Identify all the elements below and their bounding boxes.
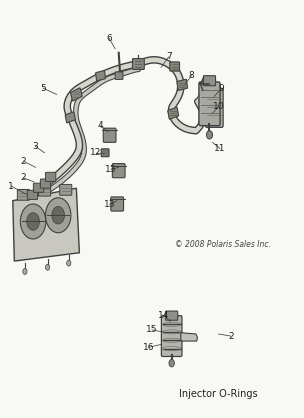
FancyBboxPatch shape <box>65 112 75 123</box>
Circle shape <box>23 269 27 274</box>
Text: 1: 1 <box>9 181 14 191</box>
FancyBboxPatch shape <box>33 183 44 192</box>
FancyBboxPatch shape <box>177 79 188 90</box>
Text: Injector O-Rings: Injector O-Rings <box>179 390 258 399</box>
Text: 14: 14 <box>158 311 170 320</box>
Polygon shape <box>13 188 79 261</box>
FancyBboxPatch shape <box>133 59 144 69</box>
FancyBboxPatch shape <box>206 89 223 127</box>
FancyBboxPatch shape <box>39 185 51 196</box>
Circle shape <box>67 260 71 266</box>
Text: 6: 6 <box>106 34 112 43</box>
Text: 16: 16 <box>143 343 155 352</box>
FancyBboxPatch shape <box>161 316 182 357</box>
Circle shape <box>27 213 40 230</box>
Text: 2: 2 <box>21 173 26 182</box>
Text: © 2008 Polaris Sales Inc.: © 2008 Polaris Sales Inc. <box>175 240 271 249</box>
FancyBboxPatch shape <box>96 71 105 81</box>
Text: 2: 2 <box>228 331 233 341</box>
FancyBboxPatch shape <box>60 184 72 195</box>
FancyBboxPatch shape <box>103 128 116 143</box>
FancyBboxPatch shape <box>203 76 216 86</box>
FancyBboxPatch shape <box>168 107 178 119</box>
FancyBboxPatch shape <box>170 62 180 71</box>
Circle shape <box>20 204 46 239</box>
FancyBboxPatch shape <box>17 189 29 200</box>
Text: 7: 7 <box>166 52 171 61</box>
FancyBboxPatch shape <box>166 311 178 320</box>
FancyBboxPatch shape <box>101 149 109 157</box>
FancyBboxPatch shape <box>115 72 123 79</box>
FancyBboxPatch shape <box>199 82 220 126</box>
Text: 4: 4 <box>98 121 103 130</box>
Text: 3: 3 <box>33 142 38 151</box>
Circle shape <box>206 131 212 139</box>
Text: 10: 10 <box>213 102 224 112</box>
FancyBboxPatch shape <box>27 190 38 199</box>
Circle shape <box>52 206 64 224</box>
Text: 15: 15 <box>146 325 158 334</box>
Polygon shape <box>181 333 197 341</box>
Text: 11: 11 <box>214 144 226 153</box>
Text: 8: 8 <box>188 71 194 80</box>
Text: 13: 13 <box>104 200 116 209</box>
FancyBboxPatch shape <box>71 88 82 101</box>
Text: 2: 2 <box>21 157 26 166</box>
Text: 9: 9 <box>219 84 224 93</box>
Circle shape <box>46 265 50 270</box>
Text: 5: 5 <box>40 84 46 93</box>
FancyBboxPatch shape <box>111 197 123 211</box>
Text: 13: 13 <box>105 165 117 174</box>
FancyBboxPatch shape <box>40 179 51 188</box>
Circle shape <box>46 198 71 233</box>
Text: 12: 12 <box>90 148 102 157</box>
FancyBboxPatch shape <box>46 172 56 181</box>
Circle shape <box>169 359 174 367</box>
FancyBboxPatch shape <box>112 163 125 178</box>
